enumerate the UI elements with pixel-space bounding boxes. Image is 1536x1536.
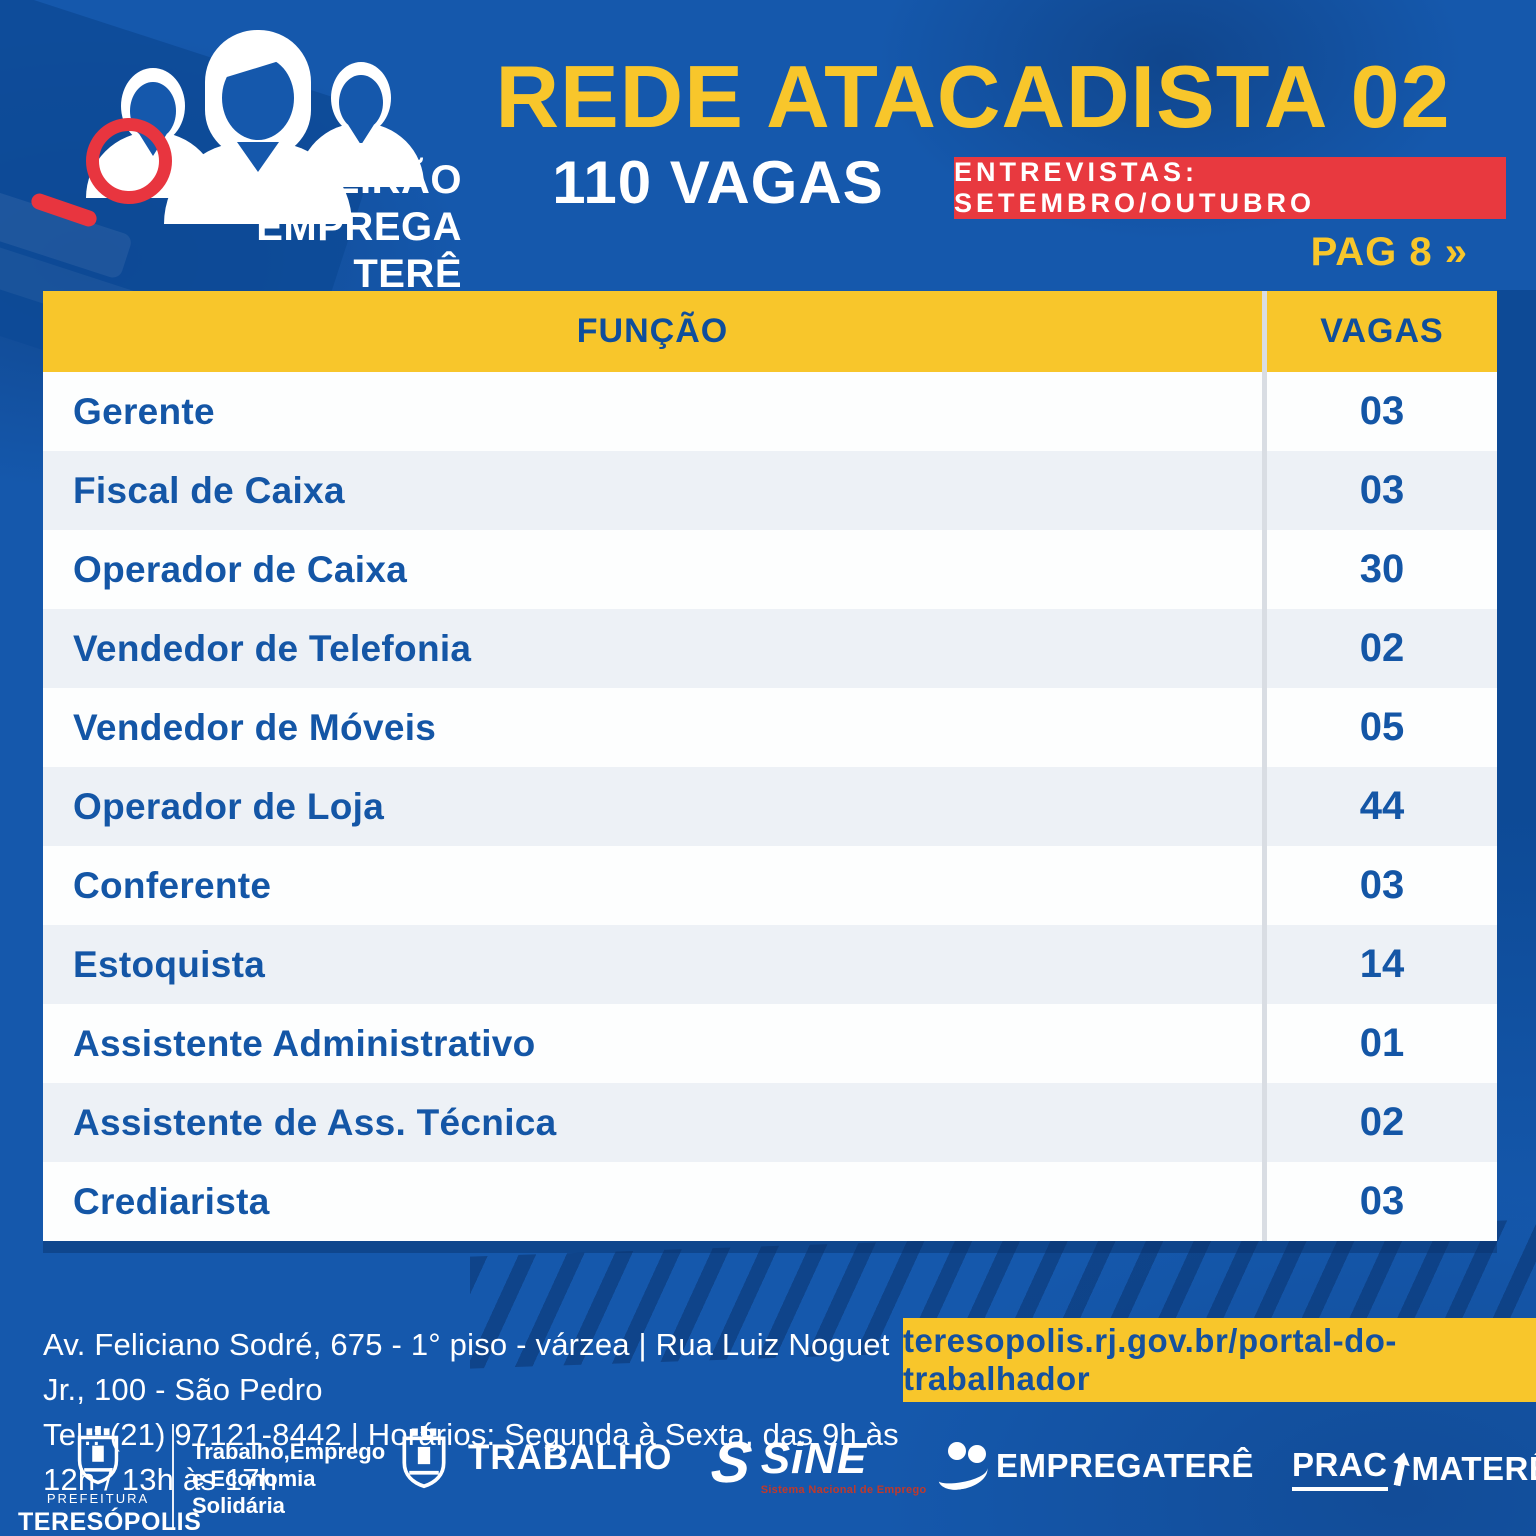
cell-vagas: 03 bbox=[1359, 863, 1405, 907]
table-row: Gerente 03 bbox=[43, 372, 1497, 451]
column-divider bbox=[1262, 372, 1267, 451]
teresopolis-label: TERESÓPOLIS bbox=[18, 1508, 202, 1536]
cell-vagas: 02 bbox=[1359, 626, 1405, 670]
table-row: Assistente Administrativo 01 bbox=[43, 1004, 1497, 1083]
column-divider bbox=[1262, 451, 1267, 530]
cell-vagas: 30 bbox=[1359, 547, 1405, 591]
prefeitura-teresopolis-logo: PREFEITURA TERESÓPOLIS bbox=[18, 1426, 202, 1536]
column-divider bbox=[1262, 530, 1267, 609]
cell-funcao: Conferente bbox=[73, 864, 272, 906]
table-row: Operador de Loja 44 bbox=[43, 767, 1497, 846]
column-header-vagas: VAGAS bbox=[1320, 312, 1444, 350]
background-right-band bbox=[1497, 290, 1536, 1240]
table-row: Vendedor de Telefonia 02 bbox=[43, 609, 1497, 688]
cell-funcao: Operador de Caixa bbox=[73, 548, 408, 590]
empregatere-people-icon bbox=[938, 1442, 992, 1490]
address-block: Av. Feliciano Sodré, 675 - 1° piso - vár… bbox=[43, 1322, 923, 1502]
cell-funcao: Crediarista bbox=[73, 1180, 270, 1222]
address-line2: Tel.: (21) 97121-8442 | Horários: Segund… bbox=[43, 1417, 899, 1497]
brand-line2: EMPREGA TERÊ bbox=[256, 205, 462, 296]
column-divider bbox=[1262, 1083, 1267, 1162]
table-row: Estoquista 14 bbox=[43, 925, 1497, 1004]
column-divider bbox=[1262, 925, 1267, 1004]
magnifier-ring bbox=[86, 118, 172, 204]
column-divider bbox=[1262, 846, 1267, 925]
pracimatere-logo: PRAC MATERÊ bbox=[1292, 1446, 1536, 1491]
column-divider bbox=[1262, 767, 1267, 846]
sine-s-icon: S bbox=[707, 1430, 756, 1495]
logo-divider bbox=[172, 1424, 174, 1528]
cell-funcao: Gerente bbox=[73, 390, 215, 432]
trabalho-logo: TRABALHO bbox=[396, 1426, 672, 1490]
cell-funcao: Operador de Loja bbox=[73, 785, 385, 827]
secretaria-label: Trabalho,Emprego e Economia Solidária bbox=[192, 1439, 386, 1518]
table-rows: Gerente 03 Fiscal de Caixa 03 Operador d… bbox=[43, 372, 1497, 1241]
prefeitura-label: PREFEITURA bbox=[46, 1491, 150, 1506]
partner-logos-strip: PREFEITURA TERESÓPOLIS Trabalho,Emprego … bbox=[0, 1404, 1536, 1536]
brand-line1: FEIRÃO bbox=[307, 158, 462, 202]
cell-funcao: Vendedor de Móveis bbox=[73, 706, 437, 748]
cell-vagas: 03 bbox=[1359, 468, 1405, 512]
trabalho-label: TRABALHO bbox=[468, 1438, 673, 1477]
cell-vagas: 14 bbox=[1359, 942, 1405, 986]
cell-vagas: 44 bbox=[1359, 784, 1405, 828]
column-divider bbox=[1262, 1004, 1267, 1083]
person-icon-right bbox=[298, 62, 424, 187]
table-row: Conferente 03 bbox=[43, 846, 1497, 925]
cell-funcao: Assistente de Ass. Técnica bbox=[73, 1101, 557, 1143]
city-crest-icon bbox=[77, 1426, 119, 1485]
page-indicator[interactable]: PAG 8 » bbox=[1310, 230, 1468, 274]
table-row: Fiscal de Caixa 03 bbox=[43, 451, 1497, 530]
up-arrow-icon bbox=[1388, 1450, 1412, 1487]
cell-vagas: 01 bbox=[1359, 1021, 1405, 1065]
cell-funcao: Assistente Administrativo bbox=[73, 1022, 536, 1064]
column-divider bbox=[1262, 291, 1267, 372]
table-row: Assistente de Ass. Técnica 02 bbox=[43, 1083, 1497, 1162]
empregatere-label: EMPREGATERÊ bbox=[996, 1447, 1254, 1484]
state-crest-icon bbox=[402, 1426, 446, 1489]
sine-subtitle: Sistema Nacional de Emprego bbox=[760, 1484, 927, 1496]
portal-url-text: teresopolis.rj.gov.br/portal-do-trabalha… bbox=[903, 1322, 1397, 1397]
sine-label: SiNE bbox=[760, 1434, 868, 1483]
empregatere-logo: EMPREGATERÊ bbox=[938, 1442, 1254, 1490]
cell-vagas: 03 bbox=[1359, 1179, 1405, 1223]
table-header-row: FUNÇÃO VAGAS bbox=[43, 291, 1497, 372]
interviews-badge: ENTREVISTAS: SETEMBRO/OUTUBRO bbox=[954, 157, 1506, 219]
cell-vagas: 02 bbox=[1359, 1100, 1405, 1144]
person-icon-center bbox=[164, 30, 352, 224]
cell-funcao: Fiscal de Caixa bbox=[73, 469, 345, 511]
column-divider bbox=[1262, 688, 1267, 767]
brand-wordmark: FEIRÃO EMPREGA TERÊ bbox=[150, 157, 462, 298]
pracimatere-part2: MATERÊ bbox=[1411, 1449, 1536, 1487]
cell-funcao: Vendedor de Telefonia bbox=[73, 627, 472, 669]
portal-url-link[interactable]: teresopolis.rj.gov.br/portal-do-trabalha… bbox=[903, 1318, 1536, 1402]
table-row: Crediarista 03 bbox=[43, 1162, 1497, 1241]
column-header-funcao: FUNÇÃO bbox=[576, 312, 729, 350]
address-line1: Av. Feliciano Sodré, 675 - 1° piso - vár… bbox=[43, 1327, 890, 1407]
column-divider bbox=[1262, 609, 1267, 688]
column-divider bbox=[1262, 1162, 1267, 1241]
cell-vagas: 05 bbox=[1359, 705, 1405, 749]
page-title: REDE ATACADISTA 02 bbox=[495, 47, 1451, 146]
sine-logo: S SiNE Sistema Nacional de Emprego bbox=[708, 1430, 927, 1496]
cell-vagas: 03 bbox=[1359, 389, 1405, 433]
cell-funcao: Estoquista bbox=[73, 943, 266, 985]
vacancies-count: 110 VAGAS bbox=[552, 149, 884, 216]
jobs-table: FUNÇÃO VAGAS Gerente 03 Fiscal de Caixa … bbox=[43, 291, 1497, 1241]
table-row: Operador de Caixa 30 bbox=[43, 530, 1497, 609]
pracimatere-part1: PRAC bbox=[1292, 1446, 1388, 1491]
table-row: Vendedor de Móveis 05 bbox=[43, 688, 1497, 767]
